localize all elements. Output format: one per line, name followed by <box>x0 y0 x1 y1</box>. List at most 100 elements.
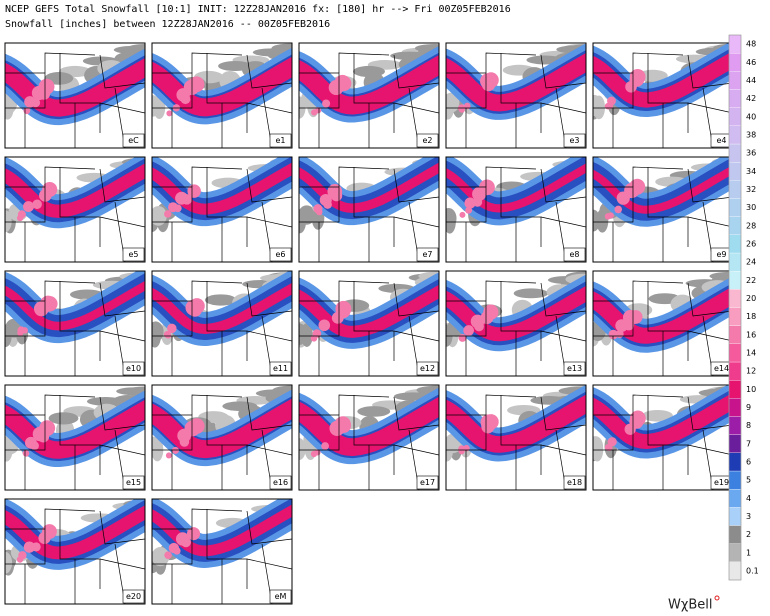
colorbar-swatch <box>728 216 742 235</box>
colorbar-swatch <box>728 325 742 344</box>
gray-area <box>222 401 258 412</box>
panel-label-box <box>416 247 439 262</box>
snow-core <box>628 310 643 324</box>
snow-band <box>5 57 145 117</box>
map-panel: e18 <box>445 384 587 491</box>
state-border <box>540 396 586 431</box>
gray-area <box>353 65 385 77</box>
state-border <box>99 510 145 545</box>
gray-area <box>218 61 253 72</box>
state-border <box>500 167 542 247</box>
colorbar-label: 40 <box>746 112 756 121</box>
panel-label: e7 <box>422 250 432 259</box>
snow-core <box>607 212 614 219</box>
panel-label-box <box>269 589 292 604</box>
state-border <box>59 281 101 361</box>
gray-area <box>5 210 12 233</box>
panel-label: eC <box>128 136 139 145</box>
state-border <box>687 330 733 342</box>
colorbar-label: 0.1 <box>746 566 759 575</box>
map-panel: e14 <box>592 270 734 377</box>
colorbar-swatch <box>728 470 742 490</box>
colorbar-label: 2 <box>746 530 751 539</box>
state-border <box>246 558 292 570</box>
state-border <box>485 280 537 301</box>
map-body <box>152 157 292 262</box>
gray-area <box>513 288 549 299</box>
colorbar-swatch <box>728 543 742 562</box>
state-border <box>540 282 586 317</box>
state-border <box>206 395 248 475</box>
map-panel: e4 <box>592 42 734 149</box>
panel-frame <box>298 156 440 263</box>
state-border <box>632 394 684 415</box>
state-border <box>99 330 145 342</box>
state-border <box>246 396 292 431</box>
snow-core <box>167 323 177 334</box>
state-border <box>393 282 439 317</box>
map-body <box>299 385 439 490</box>
panel-label-box <box>269 247 292 262</box>
state-border <box>393 444 439 456</box>
gray-area <box>116 387 145 396</box>
subtitle-line: Snowfall [inches] between 12Z28JAN2016 -… <box>5 19 330 30</box>
state-border <box>647 53 689 133</box>
map-panel: e17 <box>298 384 440 491</box>
map-panel: e12 <box>298 270 440 377</box>
panel-label: e13 <box>567 364 582 373</box>
snow-band <box>299 284 439 338</box>
state-border <box>206 281 248 361</box>
gray-area <box>299 437 306 461</box>
map-body <box>446 157 586 262</box>
panel-label: e18 <box>567 478 582 487</box>
snow-core <box>614 205 623 214</box>
gray-area <box>446 324 453 347</box>
panel-label: eM <box>275 592 287 601</box>
panel-label-box <box>122 133 145 148</box>
state-border <box>99 102 145 114</box>
gray-area <box>593 95 606 120</box>
panel-frame <box>151 156 293 263</box>
map-panel: e7 <box>298 156 440 263</box>
snow-core <box>166 110 173 117</box>
snow-band <box>5 399 145 459</box>
state-border <box>338 394 390 415</box>
gray-area <box>86 396 124 406</box>
state-border <box>687 396 733 431</box>
snow-core <box>37 430 50 443</box>
state-border <box>338 52 390 73</box>
snow-core <box>38 87 51 100</box>
state-border <box>99 282 145 317</box>
snow-core <box>171 446 179 454</box>
colorbar-label: 3 <box>746 512 751 521</box>
panel-label: e1 <box>275 136 285 145</box>
snow-core <box>315 107 322 114</box>
map-body <box>5 157 145 262</box>
map-panel: e1 <box>151 42 293 149</box>
state-border <box>687 54 733 89</box>
gray-area <box>5 551 13 574</box>
state-border <box>647 395 689 475</box>
state-border <box>99 396 145 431</box>
panel-frame <box>445 42 587 149</box>
panel-label: e17 <box>420 478 435 487</box>
state-border <box>246 216 292 228</box>
state-border <box>540 102 586 114</box>
map-panel: e8 <box>445 156 587 263</box>
state-border <box>59 395 101 475</box>
snow-core <box>459 211 466 218</box>
colorbar-label: 24 <box>746 258 756 267</box>
snow-core <box>168 542 180 554</box>
snow-core <box>164 551 172 559</box>
snow-core <box>480 414 497 431</box>
gray-area <box>357 406 391 417</box>
snow-core <box>474 321 484 332</box>
snow-core <box>480 73 496 90</box>
colorbar-label: 38 <box>746 130 756 139</box>
panel-label: e11 <box>273 364 288 373</box>
state-border <box>191 394 243 415</box>
snow-core <box>319 193 332 207</box>
state-border <box>206 167 248 247</box>
panel-label: e15 <box>126 478 141 487</box>
snow-core <box>606 444 613 451</box>
